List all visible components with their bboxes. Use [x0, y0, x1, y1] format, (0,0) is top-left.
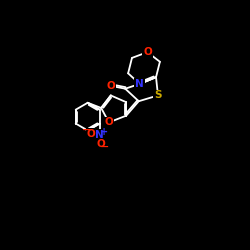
Text: +: +	[100, 127, 108, 137]
Text: N: N	[135, 79, 144, 89]
Text: N: N	[95, 130, 104, 140]
Text: O: O	[143, 47, 152, 57]
Text: −: −	[82, 125, 92, 135]
Text: O: O	[106, 81, 115, 91]
Text: S: S	[154, 90, 162, 101]
Text: O: O	[104, 118, 113, 128]
Text: N: N	[135, 79, 144, 89]
Text: O: O	[96, 139, 105, 149]
Text: O: O	[87, 129, 96, 139]
Text: −: −	[100, 142, 110, 152]
